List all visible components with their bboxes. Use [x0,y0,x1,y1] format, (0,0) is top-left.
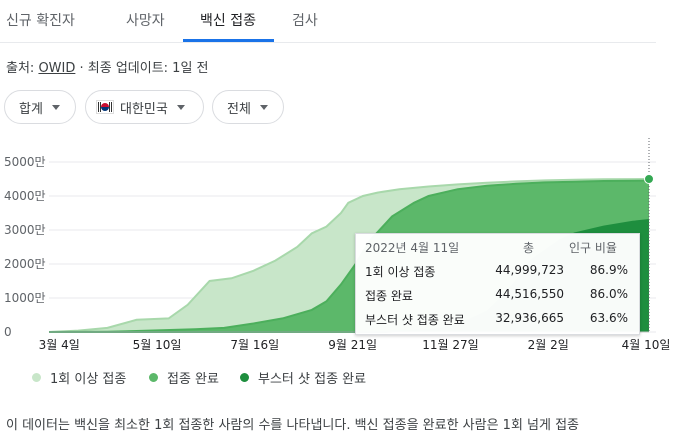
total-filter-chip[interactable]: 합계 [4,90,76,124]
tab-bar: 신규 확진자 사망자 백신 접종 검사 [0,0,656,43]
chart-legend: 1회 이상 접종 접종 완료 부스터 샷 접종 완료 [0,368,660,390]
legend-item-booster[interactable]: 부스터 샷 접종 완료 [240,368,366,387]
legend-swatch [32,373,41,382]
tooltip-row: 접종 완료 44,516,550 86.0% [356,287,639,307]
tooltip-row-ratio: 63.6% [589,311,628,325]
tooltip-row-ratio: 86.9% [589,263,628,277]
source-link-owid[interactable]: OWID [38,61,76,76]
source-updated: · 최종 업데이트: 1일 전 [75,61,209,76]
tab-tests[interactable]: 검사 [292,13,318,29]
y-tick-label: 0 [4,325,12,339]
tooltip-row: 1회 이상 접종 44,999,723 86.9% [356,263,639,283]
hover-point [644,174,654,185]
legend-item-fully-vaccinated[interactable]: 접종 완료 [149,368,219,387]
legend-label: 접종 완료 [167,372,219,387]
scope-filter-chip[interactable]: 전체 [212,90,284,124]
y-tick-label: 1000만 [4,291,46,305]
tooltip-row-total: 44,999,723 [495,263,564,277]
x-tick-label: 2월 2일 [528,338,569,352]
legend-label: 부스터 샷 접종 완료 [258,372,367,387]
chevron-down-icon [259,104,268,110]
x-tick-label: 11월 27일 [422,338,478,352]
y-tick-label: 4000만 [4,189,46,203]
country-filter-chip[interactable]: 대한민국 [85,90,204,124]
y-tick-label: 2000만 [4,257,46,271]
source-prefix: 출처: [6,61,39,76]
chevron-down-icon [51,104,60,110]
tooltip-row: 부스터 샷 접종 완료 32,936,665 63.6% [356,311,639,331]
legend-item-first-dose[interactable]: 1회 이상 접종 [32,368,126,387]
tooltip-col-ratio: 인구 비율 [569,241,617,255]
active-tab-indicator [183,39,274,42]
series-line [48,178,650,333]
scope-filter-label: 전체 [227,101,251,117]
korea-flag-icon [96,100,114,114]
x-tick-label: 5월 10일 [133,338,182,352]
legend-swatch [240,373,249,382]
tooltip-row-ratio: 86.0% [589,287,628,301]
chevron-down-icon [176,104,185,110]
tooltip-row-label: 1회 이상 접종 [365,265,436,279]
total-filter-label: 합계 [19,101,43,117]
tooltip-row-label: 부스터 샷 접종 완료 [365,313,465,327]
x-tick-label: 3월 4일 [39,338,80,352]
tab-new-cases[interactable]: 신규 확진자 [6,13,75,29]
legend-swatch [149,373,158,382]
chart-tooltip: 2022년 4월 11일 총 인구 비율 1회 이상 접종 44,999,723… [355,233,640,335]
x-tick-label: 7월 16일 [230,338,279,352]
y-tick-label: 5000만 [4,155,46,169]
tab-deaths[interactable]: 사망자 [126,13,165,29]
tooltip-col-total: 총 [523,241,535,255]
y-tick-label: 3000만 [4,223,46,237]
x-tick-label: 4월 10일 [622,338,671,352]
country-filter-label: 대한민국 [120,101,168,117]
legend-label: 1회 이상 접종 [50,372,127,387]
source-line: 출처: OWID · 최종 업데이트: 1일 전 [6,57,209,76]
tooltip-row-total: 32,936,665 [495,311,564,325]
footnote: 이 데이터는 백신을 최소한 1회 접종한 사람의 수를 나타냅니다. 백신 접… [6,418,580,433]
tab-vaccination[interactable]: 백신 접종 [200,13,256,29]
tooltip-date: 2022년 4월 11일 [365,241,460,255]
tooltip-header: 2022년 4월 11일 총 인구 비율 [356,239,639,259]
tooltip-row-label: 접종 완료 [365,289,413,303]
tooltip-row-total: 44,516,550 [495,287,564,301]
x-tick-label: 9월 21일 [328,338,377,352]
